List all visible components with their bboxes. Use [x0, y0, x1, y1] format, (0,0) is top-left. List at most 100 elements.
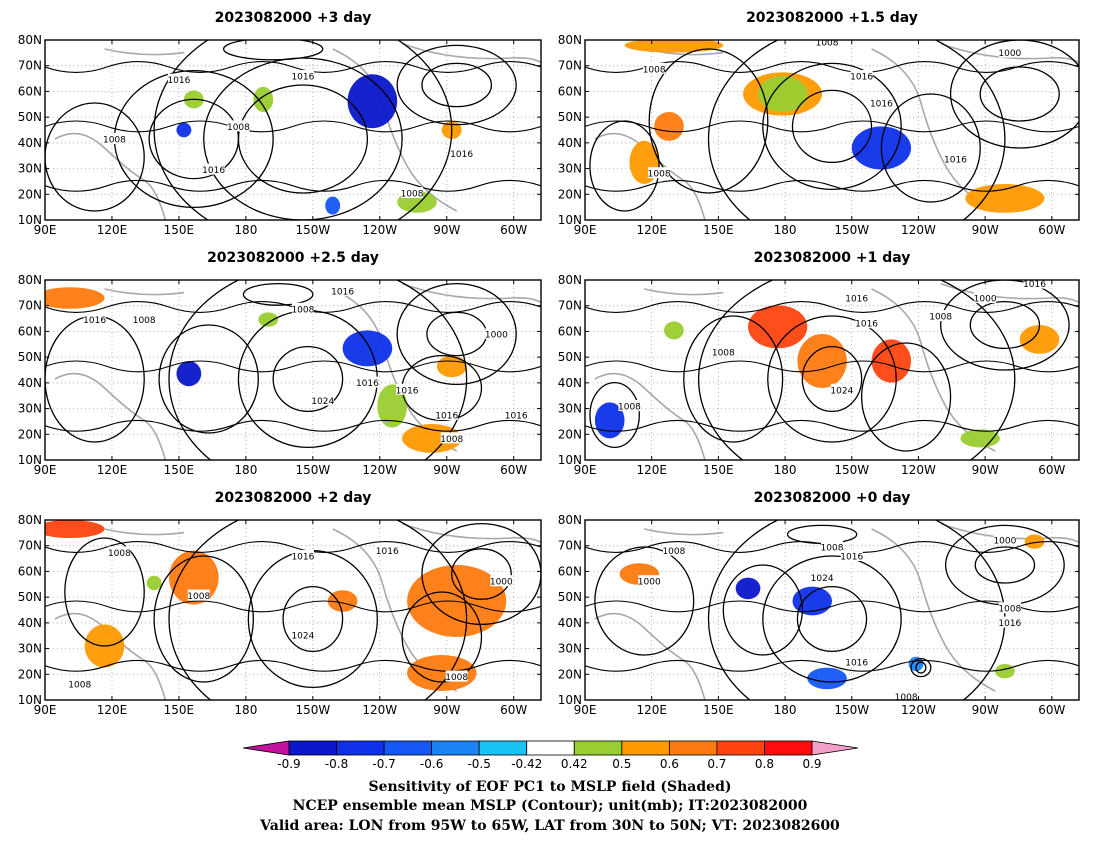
sensitivity-patch [654, 112, 684, 141]
lon-label: 150E [703, 223, 734, 237]
lat-label: 30N [558, 162, 582, 176]
lon-label: 150E [164, 703, 195, 717]
mslp-contour [683, 315, 784, 443]
contour-label: 1000 [974, 295, 997, 305]
lon-label: 90E [34, 463, 57, 477]
lat-label: 20N [18, 187, 42, 201]
lon-label: 90E [574, 463, 597, 477]
mslp-contour [762, 555, 902, 683]
contour-label: 1008 [895, 693, 918, 703]
panel-title: 2023082000 +0 day [754, 490, 911, 506]
sensitivity-patch [253, 86, 274, 112]
contour-label-bg [712, 346, 735, 357]
contour-label-bg [291, 70, 314, 81]
map-content: 1008 1000 1008 1016 1016 1016 1008 [585, 40, 1079, 220]
contour-label-bg [998, 616, 1021, 628]
mslp-contour [762, 62, 902, 191]
lat-label: 20N [558, 667, 582, 681]
lon-label: 60W [1038, 223, 1065, 237]
contour-label: 1008 [662, 547, 685, 557]
mslp-contour [767, 315, 897, 443]
mslp-contour [698, 280, 1016, 460]
footer-line-3: Valid area: LON from 95W to 65W, LAT fro… [259, 818, 840, 834]
colorbar: -0.9 -0.8 -0.7 -0.6 -0.5 -0.42 0.42 0.5 0.6 0.7 0.… [242, 740, 859, 771]
map-frame [584, 519, 1080, 701]
contour-label-bg [133, 313, 156, 325]
contour-label-bg [450, 147, 473, 159]
contour-label-bg [68, 677, 91, 689]
contour-label: 1008 [643, 65, 666, 75]
colorbar-tick-label: -0.9 [277, 757, 300, 771]
contour-label: 1008 [618, 403, 641, 413]
lon-label: 120E [636, 703, 667, 717]
colorbar-tick-label: -0.42 [511, 757, 542, 771]
contour-label-bg [311, 394, 334, 406]
contour-label: 1008 [108, 549, 131, 559]
contour-label: 1024 [830, 386, 853, 396]
map-content: 1016 1008 1016 1008 1000 1016 1024 1016 1016 1016… [45, 280, 541, 460]
lon-label: 180 [774, 223, 797, 237]
contour-label: 1024 [291, 632, 314, 642]
contour-label-bg [227, 120, 250, 132]
footer-line-1: Sensitivity of EOF PC1 to MSLP field (Sh… [368, 779, 731, 795]
lon-label: 180 [774, 703, 797, 717]
contour-label-bg [485, 328, 508, 339]
contour-label-bg [202, 163, 225, 175]
lat-label: 40N [558, 376, 582, 390]
colorbar-cell [336, 740, 385, 756]
sensitivity-patch [146, 575, 162, 591]
lat-label: 50N [558, 590, 582, 604]
lat-label: 30N [558, 642, 582, 656]
lat-label: 70N [558, 59, 582, 73]
mslp-contour [969, 300, 1041, 350]
contour-label: 1016 [505, 412, 528, 422]
colorbar-cell [573, 740, 623, 756]
mslp-contour [272, 345, 344, 413]
mslp-contour [421, 62, 493, 108]
lon-label: 90E [34, 223, 57, 237]
contour-label: 1000 [485, 331, 508, 341]
contour-label-bg [993, 533, 1016, 545]
colorbar-tick-label: 0.9 [802, 757, 821, 771]
contour-label-bg [944, 152, 967, 164]
lon-label: 90E [574, 223, 597, 237]
sensitivity-patch [807, 667, 847, 690]
contour-label: 1008 [227, 123, 250, 133]
contour-label-bg [83, 313, 106, 325]
contour-label-bg [490, 575, 513, 587]
contour-label: 1008 [401, 190, 424, 200]
lat-label: 60N [18, 564, 42, 578]
mslp-contour [45, 120, 541, 133]
mslp-contour [45, 659, 541, 672]
sensitivity-patch [347, 74, 398, 129]
coastline [104, 528, 184, 536]
mslp-contour [979, 66, 1060, 122]
contour-label-bg [167, 73, 190, 85]
sensitivity-patch [965, 184, 1045, 213]
sensitivity-patch [1024, 534, 1045, 549]
contour-label-bg [103, 133, 126, 144]
map-content: 1008 1016 1016 1000 1008 1024 1008 1008 [45, 520, 541, 700]
lon-label: 120W [901, 223, 936, 237]
contour-label-bg [662, 544, 685, 556]
lon-label: 90W [433, 463, 460, 477]
contour-label-bg [618, 400, 641, 411]
map-panels: 1016 1016 1008 1008 1016 1016 1008 2023082000 +… [18, 10, 1080, 717]
contour-label: 1008 [712, 349, 735, 359]
contour-label-bg [440, 432, 463, 444]
colorbar-cell [288, 740, 337, 756]
lat-label: 80N [558, 273, 582, 287]
lat-label: 80N [18, 273, 42, 287]
contour-label-bg [870, 97, 893, 108]
sensitivity-patch [757, 76, 808, 112]
mslp-contour [45, 600, 541, 613]
lon-label: 60W [1038, 703, 1065, 717]
lon-label: 150E [703, 703, 734, 717]
lat-label: 40N [18, 616, 42, 630]
contour-label: 1016 [291, 553, 314, 563]
sensitivity-patch [176, 361, 202, 387]
coastline [644, 528, 724, 536]
contour-label: 1016 [944, 155, 967, 165]
contour-label: 1016 [1023, 280, 1046, 290]
